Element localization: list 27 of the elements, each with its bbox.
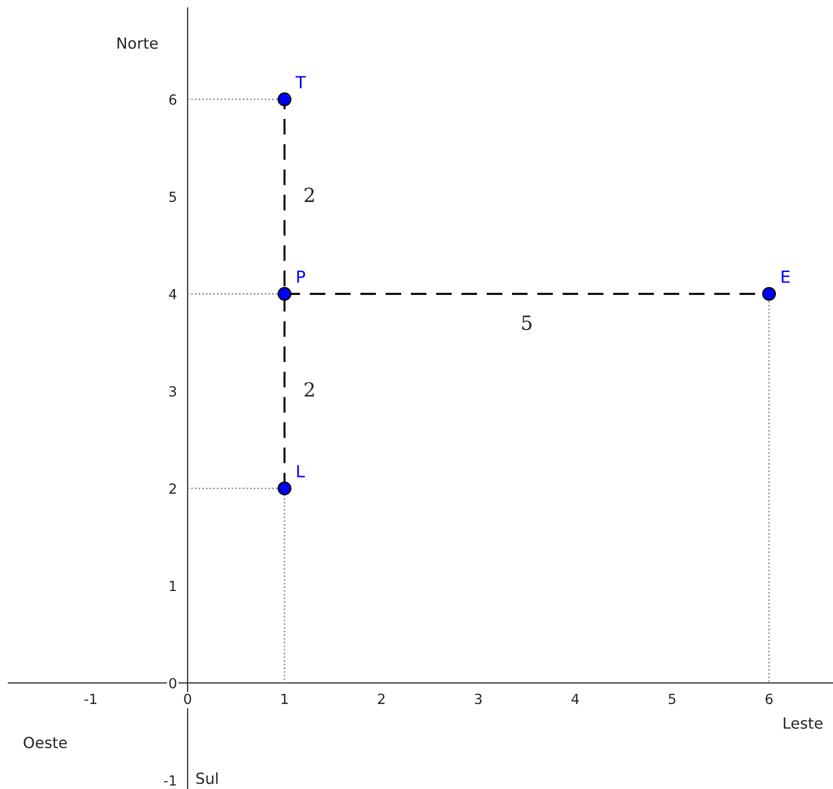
annotation: 2: [304, 382, 314, 397]
y-axis-title: Norte: [118, 38, 158, 49]
x-tick-label: 0: [184, 694, 192, 704]
y-tick-label: 4: [169, 289, 176, 300]
y-tick-label: 3: [169, 386, 176, 397]
annotation: Oeste: [24, 736, 67, 748]
y-tick-label: 6: [169, 94, 176, 105]
annotation: Sul: [196, 772, 218, 784]
x-axis-title: Leste: [784, 717, 822, 729]
annotation: 5: [522, 316, 532, 330]
annotation: E: [782, 270, 790, 283]
annotation: P: [297, 270, 306, 283]
x-tick-label: 5: [668, 694, 676, 704]
y-tick-label: 5: [169, 192, 176, 202]
annotation: 2: [304, 188, 314, 202]
annotation: L: [297, 465, 305, 478]
x-tick-label: 2: [378, 694, 384, 704]
x-tick-label: -1: [84, 694, 96, 704]
y-tick-label: -1: [164, 775, 176, 786]
x-tick-label: 3: [474, 694, 482, 704]
x-tick-label: 4: [571, 694, 579, 704]
y-tick-label: 0: [169, 678, 176, 688]
y-tick-label: 2: [169, 483, 176, 494]
x-tick-label: 6: [766, 694, 773, 704]
y-tick-label: 1: [170, 580, 176, 591]
annotation: T: [296, 76, 306, 88]
x-tick-label: 1: [282, 694, 288, 704]
